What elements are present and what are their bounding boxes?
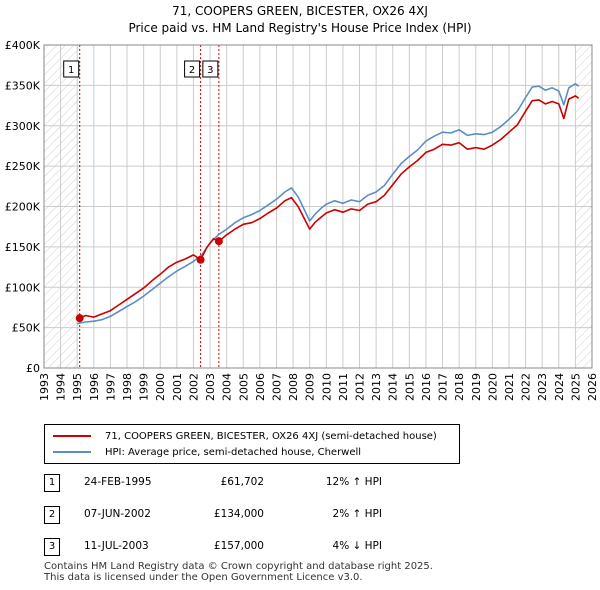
y-tick-label: £300K [5, 120, 41, 133]
x-tick-label: 2003 [204, 373, 217, 401]
marker-label-box [202, 60, 219, 78]
x-tick-label: 1997 [104, 373, 117, 401]
x-tick-label: 1994 [55, 373, 68, 401]
x-tick-label: 2007 [270, 373, 283, 401]
y-tick-label: £0 [26, 362, 40, 375]
x-tick-label: 2006 [254, 373, 267, 401]
x-tick-label: 2002 [187, 373, 200, 401]
series-line-hpi [77, 83, 580, 325]
x-tick-label: 1995 [71, 373, 84, 401]
x-tick-label: 2025 [569, 373, 582, 401]
x-tick-label: 2008 [287, 373, 300, 401]
y-tick-label: £100K [5, 281, 41, 294]
transaction-price: £134,000 [213, 508, 264, 520]
y-tick-label: £50K [12, 322, 41, 335]
y-tick-label: £400K [5, 39, 41, 52]
x-tick-label: 2021 [503, 373, 516, 401]
y-tick-label: £150K [5, 241, 41, 254]
transaction-number: 3 [44, 538, 60, 556]
chart-title: 71, COOPERS GREEN, BICESTER, OX26 4XJ [172, 4, 428, 18]
marker-label-text: 3 [207, 65, 213, 76]
x-tick-label: 2014 [387, 373, 400, 401]
transaction-hpi: 4% ↓ HPI [332, 540, 382, 552]
x-tick-label: 2010 [320, 373, 333, 401]
legend-item-hpi: HPI: Average price, semi-detached house,… [53, 444, 361, 460]
x-tick-label: 1996 [88, 373, 101, 401]
legend-item-property: 71, COOPERS GREEN, BICESTER, OX26 4XJ (s… [53, 428, 437, 444]
price-chart: £0 £50K £100K £150K £200K £250K £300K £350K £400… [5, 39, 599, 401]
transaction-number: 1 [44, 474, 60, 492]
transaction-number: 2 [44, 506, 60, 524]
y-tick-label: £250K [5, 160, 41, 173]
x-tick-label: 2022 [520, 373, 533, 401]
x-tick-label: 2023 [536, 373, 549, 401]
x-tick-label: 1998 [121, 373, 134, 401]
legend-label-hpi: HPI: Average price, semi-detached house,… [105, 446, 362, 458]
transaction-date: 11-JUL-2003 [84, 540, 149, 552]
series-line-property [79, 95, 580, 319]
x-tick-label: 2012 [354, 373, 367, 401]
x-tick-label: 1993 [38, 373, 51, 401]
x-tick-label: 2017 [437, 373, 450, 401]
chart-legend: 71, COOPERS GREEN, BICESTER, OX26 4XJ (s… [44, 424, 460, 464]
transaction-point [214, 237, 223, 246]
plot-frame [43, 44, 593, 369]
transaction-date: 24-FEB-1995 [84, 476, 152, 488]
x-tick-label: 2024 [553, 373, 566, 401]
marker-label-box [184, 60, 201, 78]
transaction-point [75, 314, 84, 323]
transaction-hpi: 2% ↑ HPI [332, 508, 382, 520]
x-tick-label: 2018 [453, 373, 466, 401]
footer-copyright: Contains HM Land Registry data © Crown c… [44, 561, 433, 572]
chart-subtitle: Price paid vs. HM Land Registry's House … [128, 21, 472, 35]
x-tick-label: 2005 [237, 373, 250, 401]
transaction-price: £61,702 [220, 476, 264, 488]
x-tick-label: 2026 [586, 373, 599, 401]
x-tick-label: 2016 [420, 373, 433, 401]
x-tick-label: 2015 [403, 373, 416, 401]
legend-label-property: 71, COOPERS GREEN, BICESTER, OX26 4XJ (s… [105, 430, 437, 442]
legend-swatch-property [53, 435, 91, 437]
x-tick-label: 2011 [337, 373, 350, 401]
x-tick-label: 2020 [486, 373, 499, 401]
transaction-hpi: 12% ↑ HPI [325, 476, 382, 488]
transaction-price: £157,000 [213, 540, 264, 552]
x-tick-label: 2019 [470, 373, 483, 401]
x-tick-label: 2001 [171, 373, 184, 401]
x-tick-label: 1999 [138, 373, 151, 401]
transaction-date: 07-JUN-2002 [84, 508, 151, 520]
x-tick-label: 2009 [304, 373, 317, 401]
y-tick-label: £200K [5, 201, 41, 214]
marker-label-text: 2 [189, 65, 195, 76]
x-tick-label: 2004 [221, 373, 234, 401]
y-tick-label: £350K [5, 79, 41, 92]
x-tick-label: 2013 [370, 373, 383, 401]
x-tick-label: 2000 [154, 373, 167, 401]
footer-license: This data is licensed under the Open Gov… [44, 572, 363, 583]
legend-swatch-hpi [53, 451, 91, 453]
marker-label-text: 1 [68, 65, 74, 76]
transaction-point [196, 255, 205, 264]
marker-label-box [63, 60, 80, 78]
